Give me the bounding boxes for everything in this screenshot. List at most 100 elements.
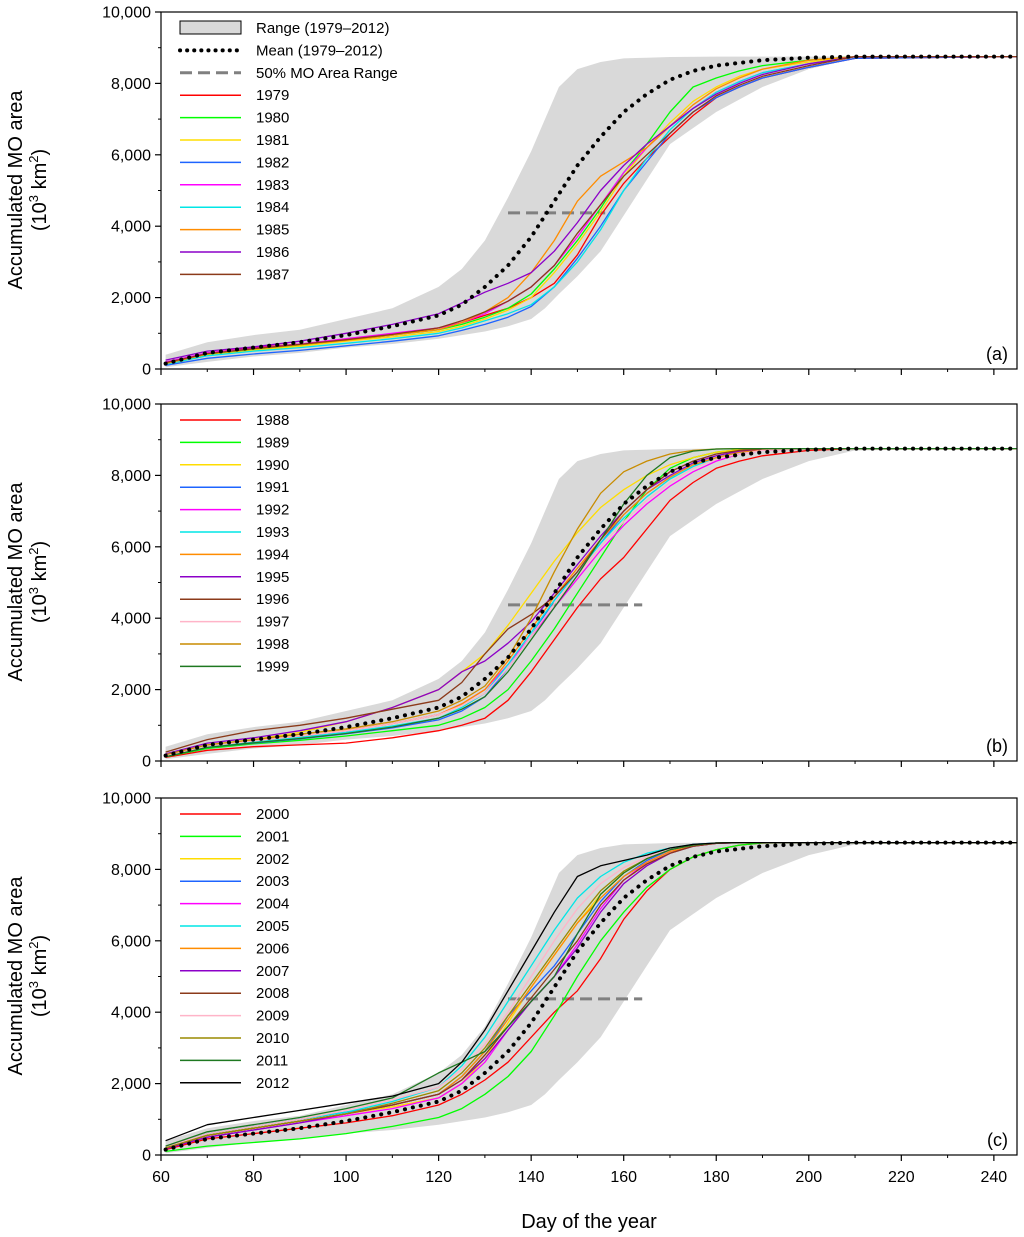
y-unit-suffix: ) bbox=[29, 935, 51, 942]
legend-label-1985: 1985 bbox=[256, 222, 289, 239]
y-tick-label: 8,000 bbox=[111, 76, 151, 93]
legend-a: Range (1979–2012) Mean (1979–2012) 50% MO … bbox=[178, 20, 398, 283]
legend-label-1997: 1997 bbox=[256, 614, 289, 631]
y-tick-label: 8,000 bbox=[111, 862, 151, 879]
y-unit-exp: 3 bbox=[26, 587, 41, 594]
legend-b: 1988 1989 1990 1991 1992 1993 1994 1995 1996 1997… bbox=[180, 412, 289, 675]
legend-label-mean: Mean (1979–2012) bbox=[256, 42, 383, 59]
legend-label-2005: 2005 bbox=[256, 918, 289, 935]
series-line-1986 bbox=[165, 55, 1017, 361]
legend-label-1980: 1980 bbox=[256, 110, 289, 127]
series-line-1988 bbox=[165, 447, 1017, 759]
x-tick-label: 240 bbox=[981, 1169, 1008, 1186]
x-tick-label: 180 bbox=[703, 1169, 730, 1186]
y-unit-mid: km bbox=[29, 555, 51, 587]
y-tick-label: 2,000 bbox=[111, 682, 151, 699]
legend-label-2006: 2006 bbox=[256, 940, 289, 957]
y-tick-label: 6,000 bbox=[111, 147, 151, 164]
legend-label-1992: 1992 bbox=[256, 502, 289, 519]
series-line-1984 bbox=[165, 55, 1017, 366]
y-unit-exp2: 2 bbox=[26, 156, 41, 163]
y-tick-label: 4,000 bbox=[111, 611, 151, 628]
legend-label-1987: 1987 bbox=[256, 266, 289, 283]
y-tick-label: 2,000 bbox=[111, 1076, 151, 1093]
y-tick-label: 10,000 bbox=[102, 5, 151, 22]
series-line-1987 bbox=[165, 55, 1017, 364]
legend-label-1996: 1996 bbox=[256, 591, 289, 608]
y-unit-exp2: 2 bbox=[26, 942, 41, 949]
legend-label-2009: 2009 bbox=[256, 1008, 289, 1025]
legend-label-1989: 1989 bbox=[256, 434, 289, 451]
y-axis-label: Accumulated MO area bbox=[5, 876, 27, 1076]
series-line-1982 bbox=[165, 55, 1017, 367]
series-line-1999 bbox=[165, 447, 1017, 758]
y-unit-suffix: ) bbox=[29, 541, 51, 548]
legend-label-range: Range (1979–2012) bbox=[256, 20, 389, 37]
legend-label-1993: 1993 bbox=[256, 524, 289, 541]
y-unit-suffix: ) bbox=[29, 149, 51, 156]
legend-label-2010: 2010 bbox=[256, 1030, 289, 1047]
y-tick-label: 4,000 bbox=[111, 1005, 151, 1022]
y-unit-mid: km bbox=[29, 949, 51, 981]
y-axis-unit: (103 km2) bbox=[26, 541, 51, 623]
panel-a: 0 2,000 4,000 6,000 8,000 10,000 Range (1979–… bbox=[5, 5, 1018, 379]
legend-label-2002: 2002 bbox=[256, 851, 289, 868]
x-tick-label: 80 bbox=[245, 1169, 263, 1186]
x-tick-label: 160 bbox=[610, 1169, 637, 1186]
panel-label: (c) bbox=[987, 1130, 1008, 1150]
legend-label-1981: 1981 bbox=[256, 132, 289, 149]
legend-label-2007: 2007 bbox=[256, 963, 289, 980]
series-line-1981 bbox=[165, 55, 1017, 366]
y-axis-unit: (103 km2) bbox=[26, 149, 51, 231]
legend-label-1990: 1990 bbox=[256, 457, 289, 474]
legend-label-2000: 2000 bbox=[256, 806, 289, 823]
y-tick-label: 0 bbox=[142, 754, 151, 771]
y-unit-exp2: 2 bbox=[26, 548, 41, 555]
x-tick-label: 200 bbox=[795, 1169, 822, 1186]
legend-label-2004: 2004 bbox=[256, 896, 289, 913]
y-axis-label: Accumulated MO area bbox=[5, 482, 27, 682]
y-tick-label: 4,000 bbox=[111, 219, 151, 236]
panel-c: 0 2,000 4,000 6,000 8,000 10,000 60 80 100 120 140… bbox=[5, 791, 1018, 1233]
panel-b: 0 2,000 4,000 6,000 8,000 10,000 1988 1989 1990… bbox=[5, 397, 1018, 771]
y-tick-label: 8,000 bbox=[111, 468, 151, 485]
legend-label-2008: 2008 bbox=[256, 985, 289, 1002]
legend-label-2012: 2012 bbox=[256, 1075, 289, 1092]
x-tick-label: 60 bbox=[152, 1169, 170, 1186]
series-line-2012 bbox=[165, 841, 1017, 1142]
y-tick-label: 10,000 bbox=[102, 397, 151, 414]
y-unit-exp: 3 bbox=[26, 195, 41, 202]
series-line-1996 bbox=[165, 447, 1017, 753]
y-unit-prefix: (10 bbox=[29, 594, 51, 623]
legend-label-1982: 1982 bbox=[256, 154, 289, 171]
y-tick-label: 6,000 bbox=[111, 539, 151, 556]
x-tick-label: 120 bbox=[425, 1169, 452, 1186]
y-tick-label: 0 bbox=[142, 1148, 151, 1165]
y-unit-mid: km bbox=[29, 163, 51, 195]
x-tick-label: 220 bbox=[888, 1169, 915, 1186]
x-axis-label: Day of the year bbox=[521, 1211, 657, 1233]
panel-label: (b) bbox=[986, 736, 1008, 756]
x-tick-label: 140 bbox=[518, 1169, 545, 1186]
y-tick-label: 2,000 bbox=[111, 290, 151, 307]
panel-label: (a) bbox=[986, 344, 1008, 364]
legend-label-1998: 1998 bbox=[256, 636, 289, 653]
legend-label-1994: 1994 bbox=[256, 546, 289, 563]
legend-label-1991: 1991 bbox=[256, 479, 289, 496]
y-unit-prefix: (10 bbox=[29, 988, 51, 1017]
legend-label-mo50: 50% MO Area Range bbox=[256, 65, 398, 82]
legend-label-2001: 2001 bbox=[256, 828, 289, 845]
legend-label-2003: 2003 bbox=[256, 873, 289, 890]
y-unit-prefix: (10 bbox=[29, 202, 51, 231]
legend-label-1988: 1988 bbox=[256, 412, 289, 429]
legend-label-1984: 1984 bbox=[256, 199, 289, 216]
y-axis-label: Accumulated MO area bbox=[5, 90, 27, 290]
legend-label-1983: 1983 bbox=[256, 177, 289, 194]
legend-label-1995: 1995 bbox=[256, 569, 289, 586]
legend-label-1999: 1999 bbox=[256, 658, 289, 675]
legend-swatch-range bbox=[179, 20, 242, 35]
y-axis-unit: (103 km2) bbox=[26, 935, 51, 1017]
y-tick-label: 6,000 bbox=[111, 933, 151, 950]
series-line-2001 bbox=[165, 841, 1017, 1153]
legend-label-1979: 1979 bbox=[256, 87, 289, 104]
